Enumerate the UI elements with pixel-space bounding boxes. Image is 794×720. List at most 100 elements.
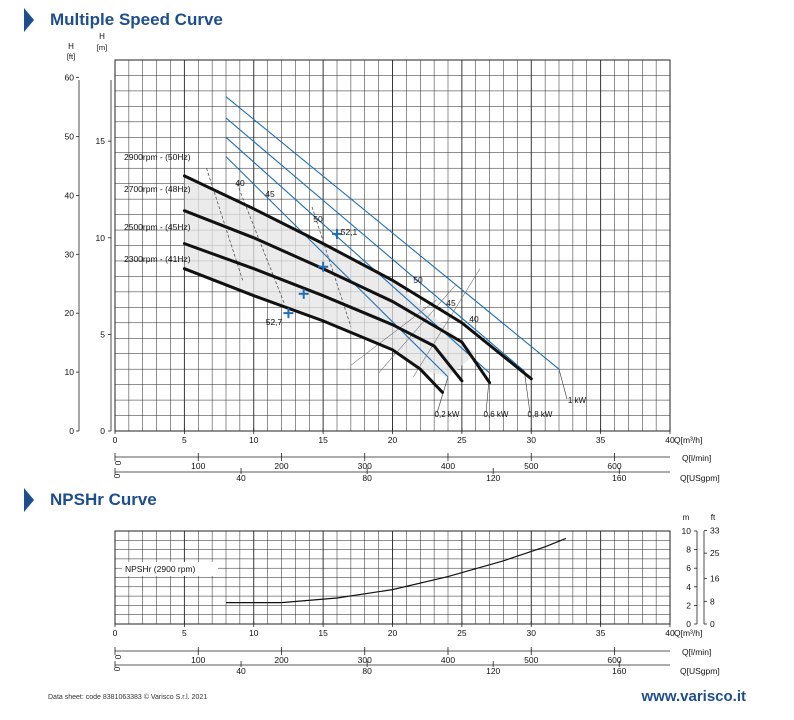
iso-efficiency-line	[378, 283, 457, 374]
x-tick-label: 400	[441, 461, 455, 471]
x-tick-label: 15	[318, 628, 328, 638]
power-leader	[436, 376, 449, 414]
power-label: 0,8 kW	[528, 410, 553, 419]
x-tick-label: 600	[607, 655, 621, 665]
x-tick-label: 100	[191, 655, 205, 665]
x-tick-label: 5	[182, 628, 187, 638]
x-tick-label: 10	[249, 628, 259, 638]
npsh-m-label: m	[683, 513, 690, 522]
speed-curve	[182, 242, 464, 383]
x-tick-label: 300	[358, 655, 372, 665]
x-tick-label: 200	[274, 461, 288, 471]
x-tick-label: 300	[358, 461, 372, 471]
npsh-label-bg	[122, 562, 218, 576]
x-tick-label: 100	[191, 461, 205, 471]
efficiency-label: 40	[469, 314, 479, 324]
x-tick-label: 20	[388, 628, 398, 638]
x-tick-label: 120	[486, 473, 500, 483]
x-tick-label: 600	[607, 461, 621, 471]
section-marker-icon	[24, 488, 34, 512]
ft-tick-label: 60	[65, 73, 75, 83]
x-tick-label: 0	[113, 435, 118, 445]
operating-region	[184, 175, 476, 377]
speed-curve-label: 2500rpm - (45Hz)	[124, 222, 191, 232]
x-tick-label: 120	[486, 666, 500, 676]
npsh-m-tick-label: 2	[686, 600, 691, 610]
h-axis-title: H	[99, 32, 105, 41]
speed-curve	[182, 174, 533, 381]
x-tick-label: 200	[274, 655, 288, 665]
npsh-ft-tick-label: 0	[710, 619, 715, 629]
npsh-ft-tick-label: 8	[710, 596, 715, 606]
speed-curve-label: 2700rpm - (48Hz)	[124, 184, 191, 194]
x-tick-label: 20	[388, 435, 398, 445]
x-axis-label: Q[l/min]	[682, 453, 711, 463]
npsh-m-tick-label: 8	[686, 545, 691, 555]
power-leader	[558, 369, 568, 400]
x-tick-label: 40	[665, 628, 675, 638]
speed-curve-label: 2900rpm - (50Hz)	[124, 152, 191, 162]
efficiency-label: 52,1	[341, 227, 358, 237]
x-tick-label: 25	[457, 435, 467, 445]
x-tick-label: 30	[527, 435, 537, 445]
x-tick-label: 80	[362, 666, 372, 676]
npsh-m-tick-label: 0	[686, 619, 691, 629]
x-tick-label: 0	[112, 473, 122, 478]
npsh-ft-tick-label: 33	[710, 525, 720, 535]
x-tick-label: 500	[524, 461, 538, 471]
section-title-speed: Multiple Speed Curve	[50, 10, 223, 29]
x-tick-label: 0	[113, 460, 123, 465]
iso-efficiency-line	[350, 299, 438, 366]
x-axis-label: Q[USgpm]	[680, 473, 720, 483]
x-tick-label: 25	[457, 628, 467, 638]
x-axis-label: Q[m³/h]	[674, 435, 702, 445]
efficiency-label: 40	[235, 178, 245, 188]
efficiency-label: 50	[313, 214, 323, 224]
section-marker-icon	[24, 8, 34, 32]
ft-tick-label: 50	[65, 132, 75, 142]
iso-efficiency-line	[311, 206, 352, 327]
power-line	[225, 117, 525, 372]
x-tick-label: 40	[665, 435, 675, 445]
footer-legal: Data sheet: code 8381063383 © Varisco S.…	[48, 694, 208, 701]
x-axis-label: Q[l/min]	[682, 647, 711, 657]
npsh-ft-tick-label: 16	[710, 574, 720, 584]
x-tick-label: 0	[113, 654, 123, 659]
m-tick-label: 15	[96, 136, 106, 146]
m-tick-label: 0	[100, 426, 105, 436]
power-line	[225, 96, 560, 370]
x-tick-label: 40	[236, 666, 246, 676]
x-tick-label: 15	[318, 435, 328, 445]
power-leader	[524, 371, 531, 414]
x-axis-label: Q[USgpm]	[680, 666, 720, 676]
speed-curve	[182, 267, 444, 394]
npsh-ft-label: ft	[711, 513, 716, 522]
iso-efficiency-line	[413, 268, 481, 378]
x-tick-label: 40	[236, 473, 246, 483]
section-title-npshr: NPSHr Curve	[50, 490, 157, 509]
efficiency-label: 45	[446, 298, 456, 308]
npsh-m-tick-label: 6	[686, 563, 691, 573]
efficiency-label: 52,7	[266, 317, 283, 327]
npsh-ft-tick-label: 25	[710, 548, 720, 558]
h-axis-unit: [m]	[97, 43, 107, 52]
x-axis-label: Q[m³/h]	[674, 628, 702, 638]
h-axis-unit: [ft]	[67, 52, 75, 61]
power-line	[225, 156, 449, 378]
npsh-m-tick-label: 4	[686, 582, 691, 592]
x-tick-label: 160	[612, 666, 626, 676]
npsh-series-label: NPSHr (2900 rpm)	[125, 564, 196, 574]
ft-tick-label: 10	[65, 367, 75, 377]
footer-website[interactable]: www.varisco.it	[641, 688, 746, 705]
m-tick-label: 10	[96, 233, 106, 243]
ft-tick-label: 0	[69, 426, 74, 436]
npsh-m-tick-label: 10	[682, 526, 692, 536]
efficiency-label: 50	[413, 275, 423, 285]
efficiency-label: 45	[265, 189, 275, 199]
x-tick-label: 400	[441, 655, 455, 665]
ft-tick-label: 40	[65, 190, 75, 200]
speed-curve	[182, 209, 492, 385]
x-tick-label: 0	[112, 666, 122, 671]
power-label: 0,2 kW	[435, 410, 460, 419]
